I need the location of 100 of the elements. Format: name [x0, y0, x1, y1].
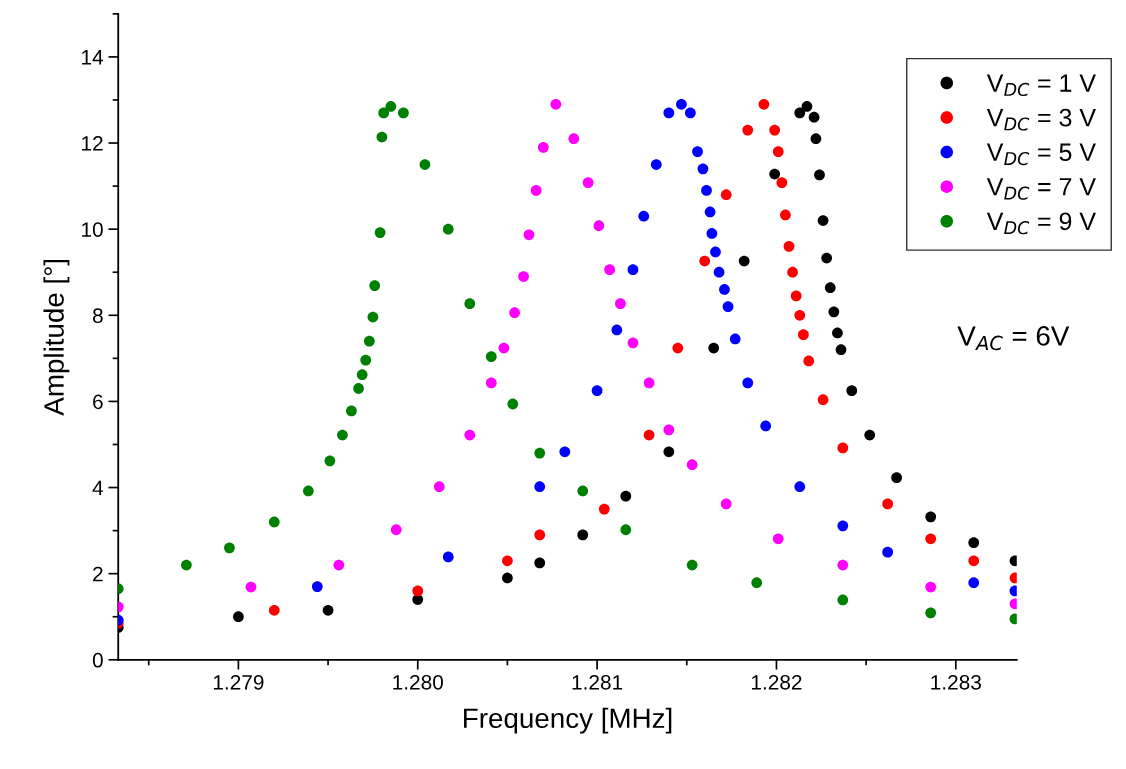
legend-label: V$_{DC}$ = 3 V	[986, 108, 1096, 131]
point	[322, 604, 334, 616]
legend-label: V$_{DC}$ = 1 V	[986, 74, 1096, 97]
point	[882, 498, 894, 510]
point	[794, 107, 806, 119]
point	[568, 133, 580, 145]
point	[846, 385, 858, 397]
point	[534, 481, 546, 493]
point	[374, 227, 386, 238]
point	[550, 98, 562, 110]
point	[783, 241, 795, 252]
y-tick-label: 0	[92, 652, 103, 668]
point	[537, 141, 549, 153]
point	[346, 405, 357, 417]
point	[821, 252, 833, 264]
point	[686, 459, 698, 471]
point	[742, 124, 754, 136]
point	[643, 377, 655, 389]
point	[442, 223, 454, 235]
point	[577, 485, 589, 497]
point	[530, 185, 542, 196]
point	[412, 585, 424, 597]
point	[692, 146, 703, 158]
point	[604, 264, 616, 276]
point	[663, 424, 675, 436]
point	[378, 107, 390, 119]
point	[369, 280, 381, 291]
point	[968, 577, 980, 589]
point	[814, 169, 825, 181]
point	[582, 177, 594, 189]
point	[360, 354, 372, 366]
point	[837, 442, 849, 454]
point	[534, 447, 546, 459]
point	[593, 220, 605, 232]
point	[598, 503, 610, 515]
point	[502, 555, 513, 567]
point	[398, 107, 409, 119]
point	[534, 557, 546, 569]
point	[776, 177, 788, 189]
point	[794, 309, 806, 321]
point	[925, 607, 937, 619]
point	[412, 594, 424, 605]
point	[507, 398, 519, 410]
point	[302, 485, 314, 497]
point	[363, 335, 375, 347]
y-tick-label: 14	[82, 50, 104, 65]
point	[701, 185, 712, 196]
point	[498, 342, 510, 354]
point	[559, 446, 571, 458]
point	[699, 255, 711, 267]
point	[464, 298, 476, 310]
point	[324, 455, 336, 467]
point	[738, 255, 750, 267]
point	[650, 159, 662, 170]
point	[638, 210, 650, 222]
point	[706, 228, 718, 239]
point	[464, 429, 476, 441]
point	[968, 555, 980, 567]
y-tick-label: 10	[82, 222, 103, 237]
point	[509, 307, 520, 319]
point	[772, 146, 784, 158]
point	[780, 209, 791, 221]
point	[591, 385, 603, 397]
point	[704, 206, 716, 218]
point	[333, 559, 345, 571]
point	[758, 98, 770, 110]
point	[577, 529, 589, 541]
x-axis-title: Frequency [MHz]	[464, 707, 672, 734]
point	[356, 369, 368, 381]
point	[710, 246, 721, 258]
point	[720, 498, 732, 510]
point	[790, 290, 802, 302]
point	[337, 429, 348, 441]
point	[390, 524, 402, 536]
point	[676, 98, 687, 110]
point	[311, 581, 323, 592]
point	[385, 101, 397, 112]
point	[769, 124, 781, 136]
point	[824, 282, 836, 294]
point	[684, 107, 696, 119]
point	[485, 351, 497, 363]
point	[787, 266, 798, 278]
point	[627, 264, 639, 276]
point	[534, 529, 546, 541]
point	[615, 298, 626, 310]
point	[697, 163, 709, 175]
point	[245, 581, 257, 593]
point	[620, 524, 632, 536]
point	[643, 429, 655, 441]
point	[817, 215, 829, 226]
point	[817, 394, 829, 406]
point	[611, 324, 623, 336]
point	[837, 520, 849, 532]
point	[835, 344, 847, 356]
point	[518, 271, 529, 282]
point	[722, 301, 734, 313]
point	[442, 551, 454, 563]
point	[742, 377, 754, 389]
point	[224, 542, 235, 554]
point	[864, 429, 876, 441]
